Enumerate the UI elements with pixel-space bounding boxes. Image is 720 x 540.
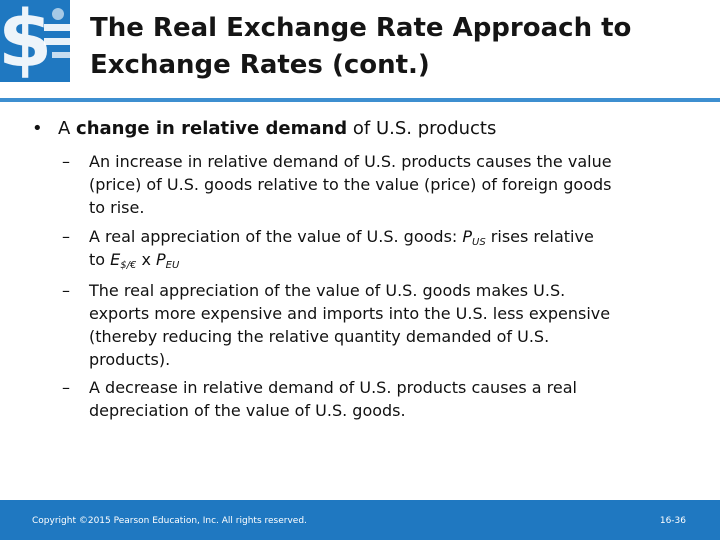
dash-icon: –: [62, 281, 70, 300]
svg-text:$: $: [0, 0, 52, 82]
sub-bullet-1-line-1: An increase in relative demand of U.S. p…: [89, 152, 612, 171]
sub-bullet-4-line-1: A decrease in relative demand of U.S. pr…: [89, 378, 577, 397]
sub-bullet-3-text: The real appreciation of the value of U.…: [89, 279, 689, 371]
dash-icon: –: [62, 227, 70, 246]
p-eu-subscript: EU: [165, 260, 180, 271]
sub-bullet-3-line-4: products).: [89, 350, 171, 369]
sub-bullet-2-text: A real appreciation of the value of U.S.…: [89, 225, 689, 271]
sub-bullet-1-text: An increase in relative demand of U.S. p…: [89, 150, 689, 219]
p-eu-symbol: P: [156, 250, 166, 269]
title-divider: [0, 98, 720, 102]
sub-bullet-2-line-2: to E$/€ x PEU: [89, 248, 689, 271]
sub-bullet-3-line-3: (thereby reducing the relative quantity …: [89, 327, 550, 346]
bullet-prefix: A: [58, 118, 77, 139]
p-us-symbol: P: [462, 227, 473, 246]
sub-bullet-4-line-2: depreciation of the value of U.S. goods.: [89, 401, 406, 420]
sub-bullet-1-line-2: (price) of U.S. goods relative to the va…: [89, 175, 612, 194]
main-bullet-text: A change in relative demand of U.S. prod…: [58, 116, 496, 142]
dash-icon: –: [62, 152, 70, 171]
dash-icon: –: [62, 378, 70, 397]
sub-bullet-2-line2-pre: to: [89, 250, 111, 269]
page-number: 16-36: [659, 516, 686, 526]
title-line-1: The Real Exchange Rate Approach to: [90, 13, 632, 43]
p-us-subscript: US: [472, 237, 486, 248]
sub-bullet-3-line-1: The real appreciation of the value of U.…: [89, 281, 566, 300]
title-line-2: Exchange Rates (cont.): [90, 50, 430, 80]
sub-bullet-4-text: A decrease in relative demand of U.S. pr…: [89, 376, 689, 422]
sub-bullet-2-post: rises relative: [485, 227, 594, 246]
sub-bullet-2-pre: A real appreciation of the value of U.S.…: [89, 227, 463, 246]
sub-bullet-2-line-1: A real appreciation of the value of U.S.…: [89, 225, 689, 248]
dollar-euro-logo-icon: $: [0, 0, 70, 82]
bullet-emphasis: change in relative demand: [76, 118, 348, 139]
page-title: The Real Exchange Rate Approach to Excha…: [90, 10, 700, 84]
bullet-dot-icon: •: [32, 118, 43, 139]
sub-bullet-3-line-2: exports more expensive and imports into …: [89, 304, 611, 323]
copyright-text: Copyright ©2015 Pearson Education, Inc. …: [32, 516, 307, 526]
footer-bar: Copyright ©2015 Pearson Education, Inc. …: [0, 500, 720, 540]
e-symbol: E: [110, 250, 121, 269]
e-subscript: $/€: [120, 260, 137, 271]
times-operator: x: [136, 250, 156, 269]
bullet-suffix: of U.S. products: [347, 118, 497, 139]
sub-bullet-1-line-3: to rise.: [89, 198, 145, 217]
